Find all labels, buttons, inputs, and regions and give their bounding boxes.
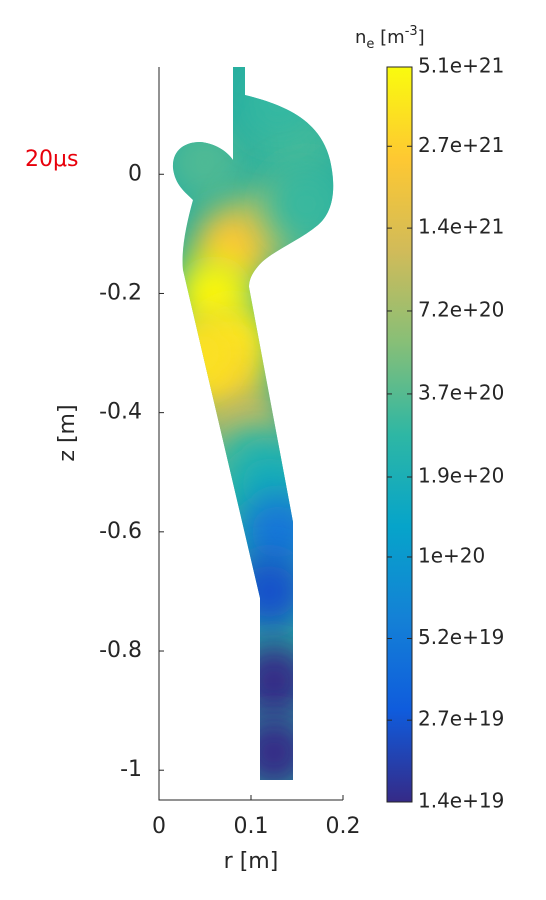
- x-tick-label: 0.1: [234, 814, 269, 839]
- x-tick-label: 0: [152, 814, 166, 839]
- label-part: e: [366, 37, 374, 52]
- field-sample: [240, 67, 317, 141]
- label-part: -3: [405, 24, 418, 39]
- colorbar-tick-label: 1.4e+19: [418, 789, 504, 813]
- colorbar-tick-label: 5.1e+21: [418, 54, 504, 78]
- label-part: [m: [374, 27, 404, 48]
- colorbar-tick-label: 1.9e+20: [418, 463, 504, 487]
- field-sample: [236, 714, 312, 780]
- colorbar-tick-label: 2.7e+21: [418, 133, 504, 157]
- colorbar-tick-label: 5.2e+19: [418, 625, 504, 649]
- colorbar-tick-label: 2.7e+19: [418, 707, 504, 731]
- y-tick-label: -0.2: [99, 280, 142, 305]
- label-part: ]: [418, 27, 425, 48]
- label-part: n: [355, 27, 366, 48]
- x-axis-label: r [m]: [224, 849, 279, 874]
- field: [172, 67, 334, 780]
- colorbar: [387, 67, 412, 802]
- y-tick-label: 0: [128, 161, 142, 186]
- field-sample: [268, 166, 334, 243]
- colorbar-label: ne [m-3]: [355, 24, 425, 52]
- colorbar-frame: [386, 66, 413, 803]
- y-tick-label: -1: [120, 757, 142, 782]
- field-sample: [236, 642, 312, 719]
- y-axis-label: z [m]: [55, 404, 80, 461]
- y-tick-label: -0.8: [99, 638, 142, 663]
- colorbar-tick-label: 3.7e+20: [418, 380, 504, 404]
- y-tick-label: -0.6: [99, 519, 142, 544]
- field-sample: [172, 315, 239, 392]
- y-tick-label: -0.4: [99, 400, 142, 425]
- colorbar-tick-label: 7.2e+20: [418, 297, 504, 321]
- colorbar-tick-label: 1.4e+21: [418, 215, 504, 239]
- annotation: 20μs: [25, 147, 78, 172]
- colorbar-tick-label: 1e+20: [418, 543, 485, 567]
- field-sample: [172, 124, 243, 201]
- field-sample: [231, 553, 308, 630]
- x-tick-label: 0.2: [326, 814, 361, 839]
